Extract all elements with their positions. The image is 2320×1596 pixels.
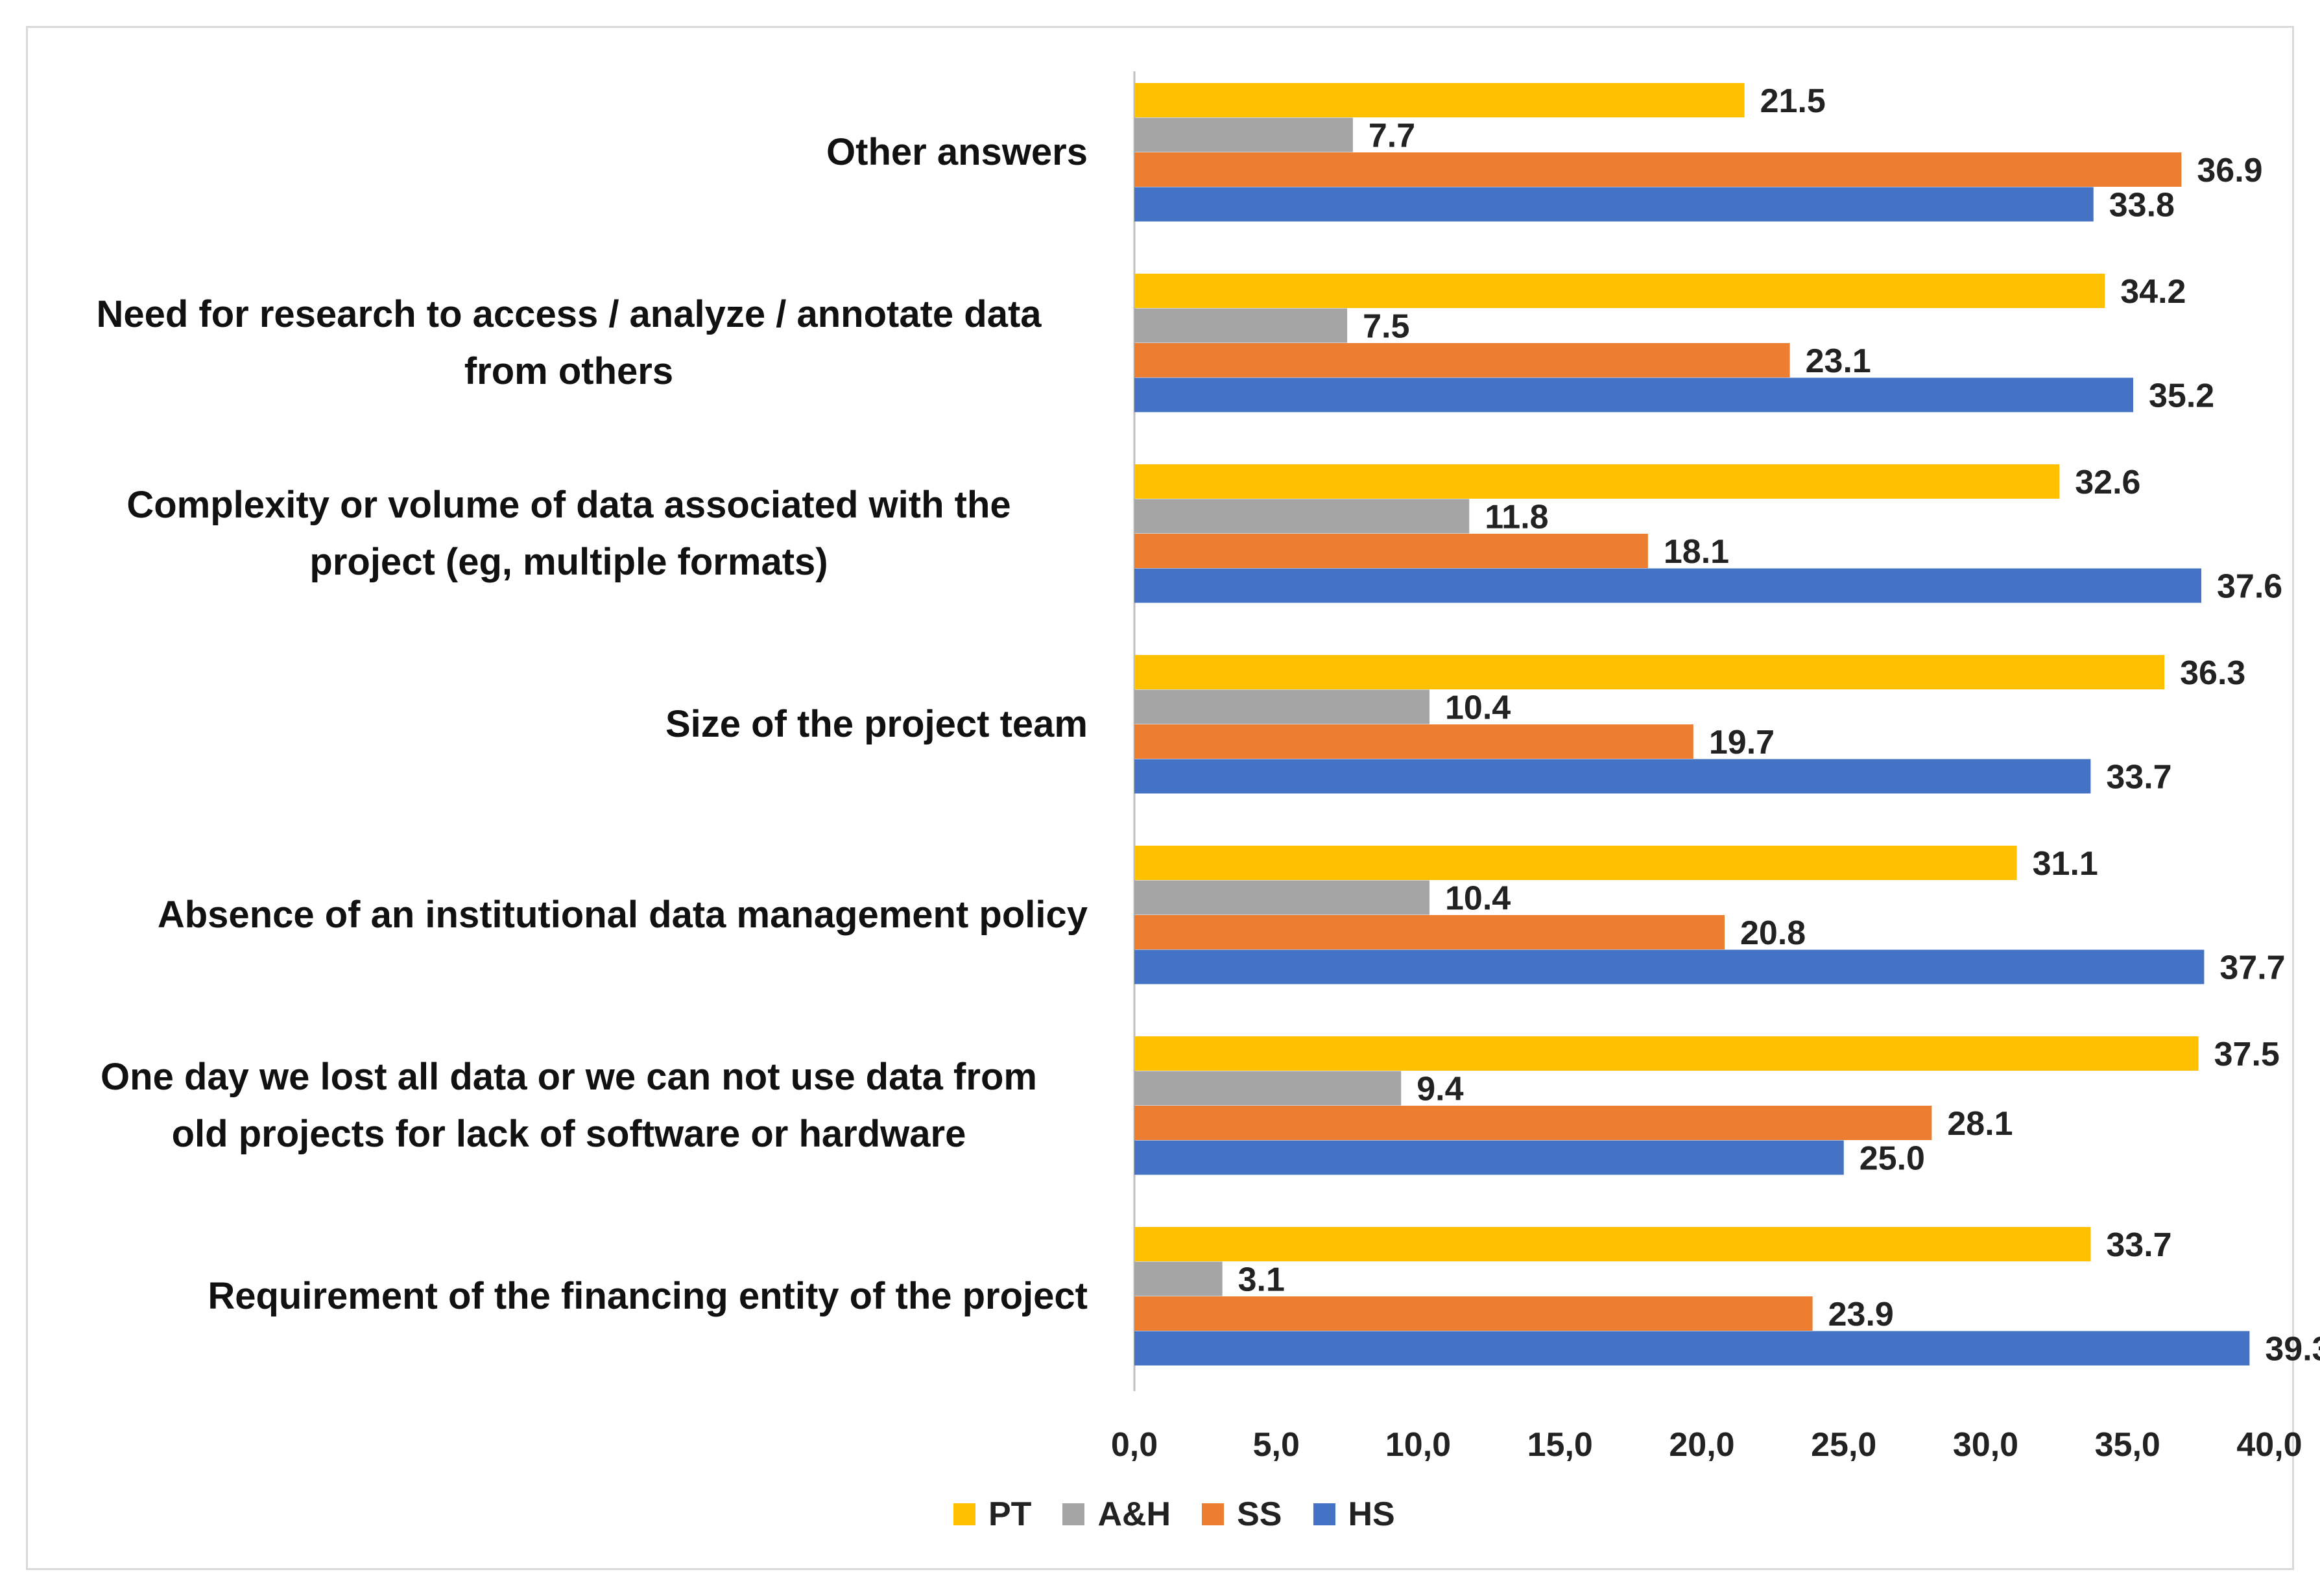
bar-hs	[1134, 949, 2205, 984]
data-label: 19.7	[1709, 724, 1775, 761]
bar-ss	[1134, 1296, 1813, 1331]
x-tick-label: 25,0	[1811, 1426, 1876, 1464]
data-label: 7.5	[1363, 308, 1409, 346]
legend-item: SS	[1202, 1495, 1282, 1534]
legend: PT A&H SS HS	[953, 1495, 1395, 1534]
data-label: 34.2	[2120, 273, 2186, 311]
category-label-line: Complexity or volume of data associated …	[126, 484, 1011, 526]
legend-swatch	[1202, 1503, 1225, 1525]
bar-pt	[1134, 464, 2060, 499]
legend-label: SS	[1237, 1495, 1282, 1533]
bar-pt	[1134, 655, 2165, 689]
category-label: Complexity or volume of data associated …	[50, 477, 1088, 591]
legend-label: A&H	[1097, 1495, 1171, 1533]
bar-pt	[1134, 1227, 2091, 1261]
bar-ss	[1134, 152, 2182, 187]
category-label: Size of the project team	[24, 696, 1088, 753]
category-label-line: Absence of an institutional data managem…	[157, 894, 1088, 936]
bar-pt	[1134, 846, 2017, 880]
bar-ah	[1134, 1071, 1402, 1106]
bar-hs	[1134, 759, 2091, 794]
category-label-line: old projects for lack of software or har…	[171, 1113, 966, 1155]
legend-item: PT	[953, 1495, 1031, 1534]
data-label: 18.1	[1664, 533, 1729, 571]
bar-ah	[1134, 117, 1353, 152]
bar-pt	[1134, 1036, 2199, 1071]
category-label: Other answers	[24, 124, 1088, 181]
legend-item: HS	[1313, 1495, 1395, 1534]
category-label-line: from others	[464, 350, 674, 392]
legend-swatch	[1062, 1503, 1085, 1525]
data-label: 33.7	[2106, 1226, 2171, 1264]
x-tick-label: 0,0	[1111, 1426, 1158, 1464]
data-label: 23.9	[1828, 1296, 1894, 1333]
bar-hs	[1134, 187, 2094, 222]
data-label: 36.3	[2180, 654, 2245, 692]
data-label: 9.4	[1417, 1071, 1463, 1108]
bar-ss	[1134, 724, 1693, 759]
bar-hs	[1134, 568, 2201, 603]
category-label: One day we lost all data or we can not u…	[50, 1049, 1088, 1163]
bar-ss	[1134, 915, 1725, 949]
data-label: 31.1	[2033, 845, 2098, 883]
bar-ss	[1134, 1106, 1932, 1140]
bar-hs	[1134, 377, 2133, 412]
x-tick-label: 30,0	[1953, 1426, 2018, 1464]
bar-hs	[1134, 1140, 1844, 1175]
category-label-line: Size of the project team	[665, 703, 1088, 745]
legend-swatch	[1313, 1503, 1335, 1525]
data-label: 33.8	[2109, 187, 2175, 224]
bar-hs	[1134, 1331, 2250, 1366]
bar-ss	[1134, 534, 1648, 568]
data-label: 23.1	[1806, 342, 1871, 380]
category-label: Absence of an institutional data managem…	[24, 887, 1088, 944]
data-label: 25.0	[1860, 1140, 1925, 1178]
bar-pt	[1134, 274, 2105, 308]
x-tick-label: 35,0	[2095, 1426, 2160, 1464]
data-label: 10.4	[1445, 880, 1511, 918]
data-label: 39.3	[2265, 1331, 2320, 1368]
data-label: 37.7	[2219, 949, 2285, 987]
x-tick-label: 20,0	[1669, 1426, 1734, 1464]
data-label: 20.8	[1740, 914, 1806, 952]
x-tick-label: 40,0	[2236, 1426, 2302, 1464]
category-label-line: project (eg, multiple formats)	[309, 541, 828, 583]
legend-label: PT	[988, 1495, 1032, 1533]
category-label-line: Other answers	[826, 131, 1088, 173]
data-label: 33.7	[2106, 759, 2171, 796]
data-label: 21.5	[1760, 82, 1826, 120]
legend-label: HS	[1348, 1495, 1395, 1533]
data-label: 32.6	[2075, 464, 2140, 501]
bar-ah	[1134, 499, 1470, 534]
x-tick-label: 15,0	[1527, 1426, 1593, 1464]
data-label: 10.4	[1445, 689, 1511, 727]
category-label-line: One day we lost all data or we can not u…	[101, 1056, 1037, 1098]
category-label-line: Need for research to access / analyze / …	[96, 293, 1042, 335]
x-tick-label: 5,0	[1253, 1426, 1300, 1464]
data-label: 37.5	[2214, 1036, 2280, 1073]
bar-ah	[1134, 1261, 1223, 1296]
category-label: Requirement of the financing entity of t…	[24, 1268, 1088, 1325]
bar-ah	[1134, 689, 1429, 724]
bar-ah	[1134, 308, 1348, 343]
bar-pt	[1134, 83, 1745, 117]
bar-ah	[1134, 880, 1429, 915]
bar-ss	[1134, 343, 1790, 377]
data-label: 7.7	[1369, 117, 1415, 155]
data-label: 35.2	[2149, 377, 2214, 415]
data-label: 36.9	[2197, 152, 2262, 189]
x-tick-label: 10,0	[1385, 1426, 1451, 1464]
data-label: 37.6	[2217, 568, 2282, 606]
data-label: 28.1	[1947, 1105, 2013, 1143]
legend-item: A&H	[1062, 1495, 1171, 1534]
data-label: 3.1	[1238, 1261, 1285, 1299]
data-label: 11.8	[1485, 499, 1548, 536]
legend-swatch	[953, 1503, 975, 1525]
category-label-line: Requirement of the financing entity of t…	[208, 1275, 1088, 1317]
category-label: Need for research to access / analyze / …	[50, 286, 1088, 400]
